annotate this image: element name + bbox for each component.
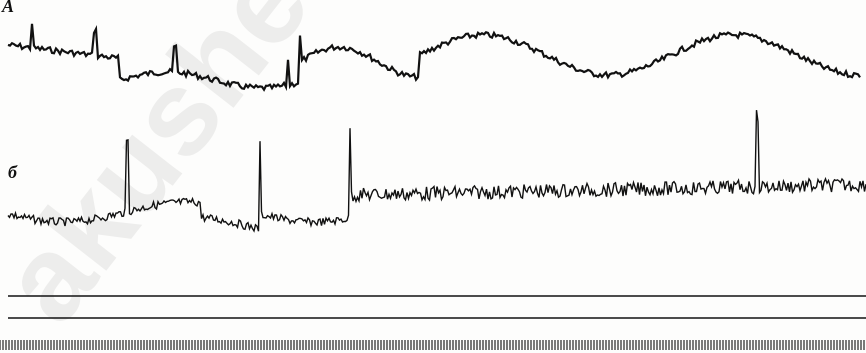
trace-label: А (1, 0, 14, 16)
trace-label: б (8, 162, 18, 182)
watermark: akushe (0, 0, 335, 346)
time-marker (0, 340, 864, 350)
figure: akushe А б (0, 0, 866, 353)
page: akushe А б (0, 0, 866, 353)
